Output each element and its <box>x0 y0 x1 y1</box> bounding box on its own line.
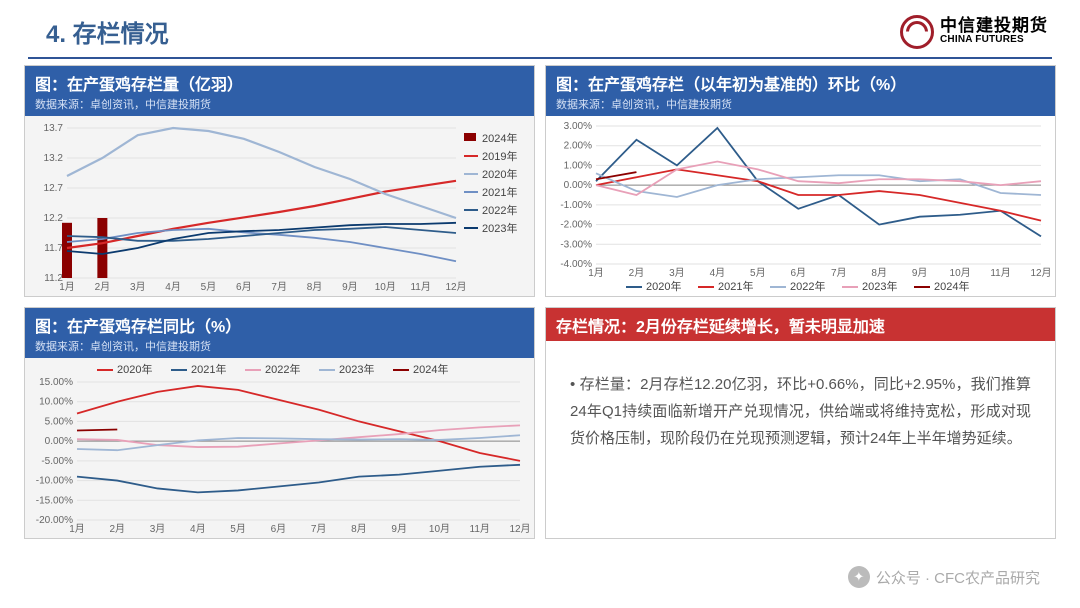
svg-text:1.00%: 1.00% <box>564 160 592 171</box>
svg-text:4月: 4月 <box>710 267 726 279</box>
svg-text:-1.00%: -1.00% <box>560 200 592 211</box>
svg-text:3月: 3月 <box>150 523 166 535</box>
chart-bl: -20.00% -15.00% -10.00% -5.00% 0.00% 5.00% 10.… <box>25 358 534 538</box>
svg-text:2020年: 2020年 <box>646 279 681 293</box>
svg-text:12月: 12月 <box>509 523 530 535</box>
svg-text:2021年: 2021年 <box>482 185 517 199</box>
panel-tr: 图：在产蛋鸡存栏（以年初为基准的）环比（%） 数据来源：卓创资讯，中信建投期货 … <box>545 65 1056 297</box>
chart-tl: 11.211.712.212.713.213.71月2月3月4月5月6月7月8月… <box>25 116 534 296</box>
svg-text:2024年: 2024年 <box>482 131 517 145</box>
logo-text: 中信建投期货 CHINA FUTURES <box>940 17 1048 45</box>
panel-bl-header: 图：在产蛋鸡存栏同比（%） 数据来源：卓创资讯，中信建投期货 <box>25 308 534 358</box>
logo-mark <box>900 15 934 49</box>
panel-tl: 图：在产蛋鸡存栏量（亿羽） 数据来源：卓创资讯，中信建投期货 11.211.71… <box>24 65 535 297</box>
panel-bl-body: -20.00% -15.00% -10.00% -5.00% 0.00% 5.00% 10.… <box>25 358 534 538</box>
svg-text:-15.00%: -15.00% <box>36 495 73 506</box>
svg-text:12月: 12月 <box>1030 267 1051 279</box>
commentary-text: • 存栏量：2月存栏12.20亿羽，环比+0.66%，同比+2.95%，我们推算… <box>570 371 1031 452</box>
svg-text:3.00%: 3.00% <box>564 121 592 132</box>
svg-text:8月: 8月 <box>351 523 367 535</box>
svg-text:2.00%: 2.00% <box>564 141 592 152</box>
page-title: 4. 存栏情况 <box>46 14 169 49</box>
svg-text:2020年: 2020年 <box>482 167 517 181</box>
svg-text:3月: 3月 <box>130 281 146 293</box>
svg-text:15.00%: 15.00% <box>39 377 73 388</box>
slide-header: 4. 存栏情况 中信建投期货 CHINA FUTURES <box>0 0 1080 55</box>
svg-text:13.7: 13.7 <box>44 123 64 134</box>
svg-text:4月: 4月 <box>165 281 181 293</box>
panel-tr-header: 图：在产蛋鸡存栏（以年初为基准的）环比（%） 数据来源：卓创资讯，中信建投期货 <box>546 66 1055 116</box>
svg-text:10月: 10月 <box>375 281 396 293</box>
svg-text:12月: 12月 <box>445 281 466 293</box>
panel-tr-body: -4.00%-3.00%-2.00%-1.00%0.00%1.00%2.00%3… <box>546 116 1055 296</box>
svg-text:10.00%: 10.00% <box>39 397 73 408</box>
panel-br: 存栏情况：2月份存栏延续增长，暂未明显加速 • 存栏量：2月存栏12.20亿羽，… <box>545 307 1056 539</box>
svg-text:5月: 5月 <box>750 267 766 279</box>
svg-text:2月: 2月 <box>109 523 125 535</box>
svg-text:12.2: 12.2 <box>44 213 64 224</box>
svg-text:-10.00%: -10.00% <box>36 476 73 487</box>
svg-text:-2.00%: -2.00% <box>560 220 592 231</box>
svg-text:10月: 10月 <box>429 523 450 535</box>
svg-text:10月: 10月 <box>950 267 971 279</box>
panel-tl-body: 11.211.712.212.713.213.71月2月3月4月5月6月7月8月… <box>25 116 534 296</box>
svg-text:8月: 8月 <box>307 281 323 293</box>
svg-text:6月: 6月 <box>271 523 287 535</box>
svg-text:0.00%: 0.00% <box>45 436 73 447</box>
svg-text:5月: 5月 <box>230 523 246 535</box>
svg-text:11月: 11月 <box>470 523 490 535</box>
svg-text:1月: 1月 <box>588 267 604 279</box>
chart-grid: 图：在产蛋鸡存栏量（亿羽） 数据来源：卓创资讯，中信建投期货 11.211.71… <box>0 65 1080 539</box>
svg-text:1月: 1月 <box>69 523 85 535</box>
svg-text:2023年: 2023年 <box>482 221 517 235</box>
svg-text:11.7: 11.7 <box>44 243 63 254</box>
panel-bl: 图：在产蛋鸡存栏同比（%） 数据来源：卓创资讯，中信建投期货 -20.00% -1… <box>24 307 535 539</box>
svg-text:9月: 9月 <box>912 267 928 279</box>
chart-tr: -4.00%-3.00%-2.00%-1.00%0.00%1.00%2.00%3… <box>546 116 1055 296</box>
svg-text:8月: 8月 <box>871 267 887 279</box>
svg-text:2021年: 2021年 <box>718 279 753 293</box>
logo: 中信建投期货 CHINA FUTURES <box>900 15 1048 49</box>
svg-text:2022年: 2022年 <box>790 279 825 293</box>
svg-text:0.00%: 0.00% <box>564 180 592 191</box>
svg-text:2月: 2月 <box>629 267 645 279</box>
svg-text:5.00%: 5.00% <box>45 416 73 427</box>
svg-text:1月: 1月 <box>59 281 75 293</box>
svg-text:2024年: 2024年 <box>413 362 448 376</box>
svg-text:9月: 9月 <box>391 523 407 535</box>
svg-text:7月: 7月 <box>271 281 287 293</box>
svg-text:11月: 11月 <box>990 267 1010 279</box>
svg-text:2022年: 2022年 <box>265 362 300 376</box>
svg-text:2019年: 2019年 <box>482 149 517 163</box>
svg-text:13.2: 13.2 <box>44 153 64 164</box>
svg-text:12.7: 12.7 <box>44 183 64 194</box>
svg-text:2022年: 2022年 <box>482 203 517 217</box>
svg-text:7月: 7月 <box>831 267 847 279</box>
svg-text:2月: 2月 <box>95 281 111 293</box>
svg-text:-3.00%: -3.00% <box>560 239 592 250</box>
panel-br-header: 存栏情况：2月份存栏延续增长，暂未明显加速 <box>546 308 1055 341</box>
svg-text:11月: 11月 <box>410 281 430 293</box>
svg-text:2021年: 2021年 <box>191 362 226 376</box>
svg-text:2024年: 2024年 <box>934 279 969 293</box>
svg-text:7月: 7月 <box>311 523 327 535</box>
svg-text:3月: 3月 <box>669 267 685 279</box>
svg-text:6月: 6月 <box>790 267 806 279</box>
svg-text:2023年: 2023年 <box>862 279 897 293</box>
svg-text:9月: 9月 <box>342 281 358 293</box>
svg-text:2020年: 2020年 <box>117 362 152 376</box>
svg-text:6月: 6月 <box>236 281 252 293</box>
panel-tl-header: 图：在产蛋鸡存栏量（亿羽） 数据来源：卓创资讯，中信建投期货 <box>25 66 534 116</box>
svg-text:-5.00%: -5.00% <box>41 456 73 467</box>
panel-br-body: • 存栏量：2月存栏12.20亿羽，环比+0.66%，同比+2.95%，我们推算… <box>546 341 1055 538</box>
watermark-icon: ✦ <box>848 566 870 588</box>
svg-text:5月: 5月 <box>201 281 217 293</box>
watermark: ✦ 公众号 · CFC农产品研究 <box>848 566 1040 588</box>
svg-text:2023年: 2023年 <box>339 362 374 376</box>
header-divider <box>28 57 1052 59</box>
svg-text:-20.00%: -20.00% <box>36 515 73 526</box>
svg-text:4月: 4月 <box>190 523 206 535</box>
